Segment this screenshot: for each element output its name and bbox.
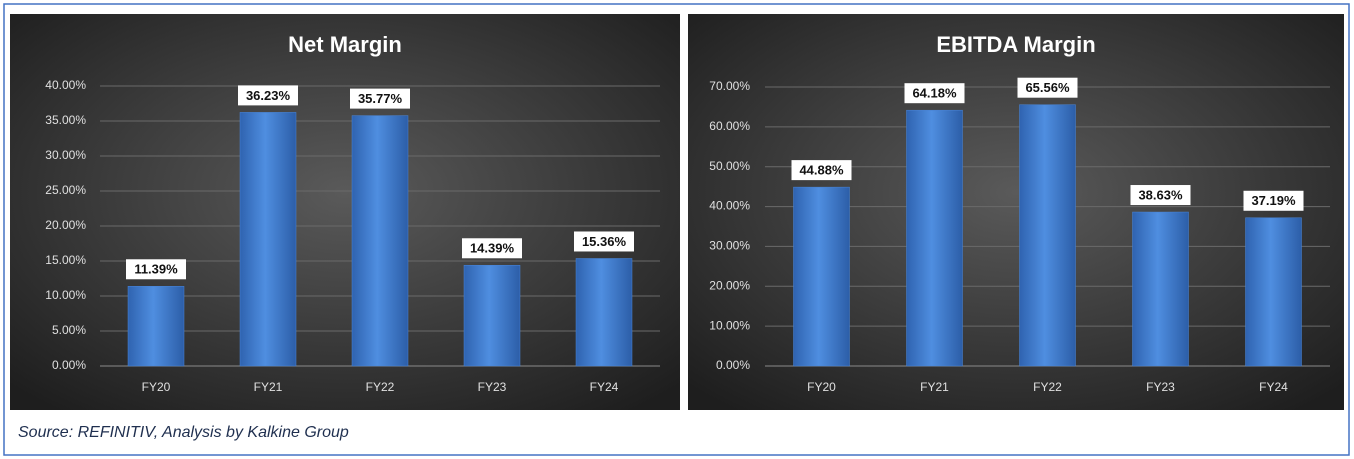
y-tick-label: 5.00%	[52, 323, 86, 337]
x-tick-label: FY23	[478, 380, 507, 394]
data-label: 11.39%	[134, 262, 178, 277]
data-label: 36.23%	[246, 88, 291, 103]
x-tick-label: FY22	[1033, 380, 1062, 394]
data-label-box	[1243, 190, 1304, 211]
chart-panel	[10, 14, 680, 410]
y-tick-label: 60.00%	[709, 119, 750, 133]
bar	[1132, 211, 1189, 367]
y-tick-label: 25.00%	[45, 183, 86, 197]
x-tick-label: FY21	[920, 380, 949, 394]
y-tick-label: 30.00%	[709, 239, 750, 253]
y-tick-label: 10.00%	[45, 288, 86, 302]
data-label: 65.56%	[1025, 80, 1070, 95]
data-label: 44.88%	[799, 163, 844, 178]
x-tick-label: FY24	[590, 380, 619, 394]
y-tick-label: 0.00%	[716, 358, 750, 372]
data-label: 38.63%	[1138, 187, 1183, 202]
data-label-box	[1017, 77, 1078, 98]
x-tick-label: FY21	[254, 380, 283, 394]
data-label-box	[350, 88, 410, 109]
x-tick-label: FY23	[1146, 380, 1175, 394]
bar	[575, 258, 633, 367]
y-tick-label: 70.00%	[709, 79, 750, 93]
y-tick-label: 10.00%	[709, 318, 750, 332]
bar	[351, 115, 409, 367]
bar	[906, 109, 963, 367]
data-label-box	[904, 83, 965, 104]
bar	[1245, 217, 1302, 367]
y-tick-label: 35.00%	[45, 113, 86, 127]
data-label: 14.39%	[470, 241, 515, 256]
x-tick-label: FY22	[366, 380, 395, 394]
chart-title: Net Margin	[288, 32, 402, 57]
y-tick-label: 15.00%	[45, 253, 86, 267]
y-tick-label: 30.00%	[45, 148, 86, 162]
y-tick-label: 20.00%	[709, 278, 750, 292]
data-label-box	[1130, 185, 1191, 206]
y-tick-label: 20.00%	[45, 218, 86, 232]
data-label-box	[238, 85, 298, 106]
data-label-box	[462, 238, 522, 259]
x-tick-label: FY20	[807, 380, 836, 394]
bar	[793, 186, 850, 367]
bar	[463, 265, 521, 367]
bar	[1019, 104, 1076, 367]
bar	[239, 112, 297, 367]
y-tick-label: 40.00%	[709, 199, 750, 213]
frame	[3, 3, 1350, 456]
x-tick-label: FY24	[1259, 380, 1288, 394]
data-label: 15.36%	[582, 234, 627, 249]
source-note: Source: REFINITIV, Analysis by Kalkine G…	[18, 424, 349, 441]
y-tick-label: 50.00%	[709, 159, 750, 173]
y-tick-label: 0.00%	[52, 358, 86, 372]
bar	[127, 286, 185, 367]
data-label: 35.77%	[358, 91, 403, 106]
data-label-box	[126, 259, 186, 280]
x-tick-label: FY20	[142, 380, 171, 394]
y-tick-label: 40.00%	[45, 78, 86, 92]
data-label-box	[791, 160, 852, 181]
data-label-box	[574, 231, 634, 252]
data-label: 64.18%	[912, 86, 957, 101]
chart-title: EBITDA Margin	[936, 32, 1095, 57]
data-label: 37.19%	[1251, 193, 1296, 208]
